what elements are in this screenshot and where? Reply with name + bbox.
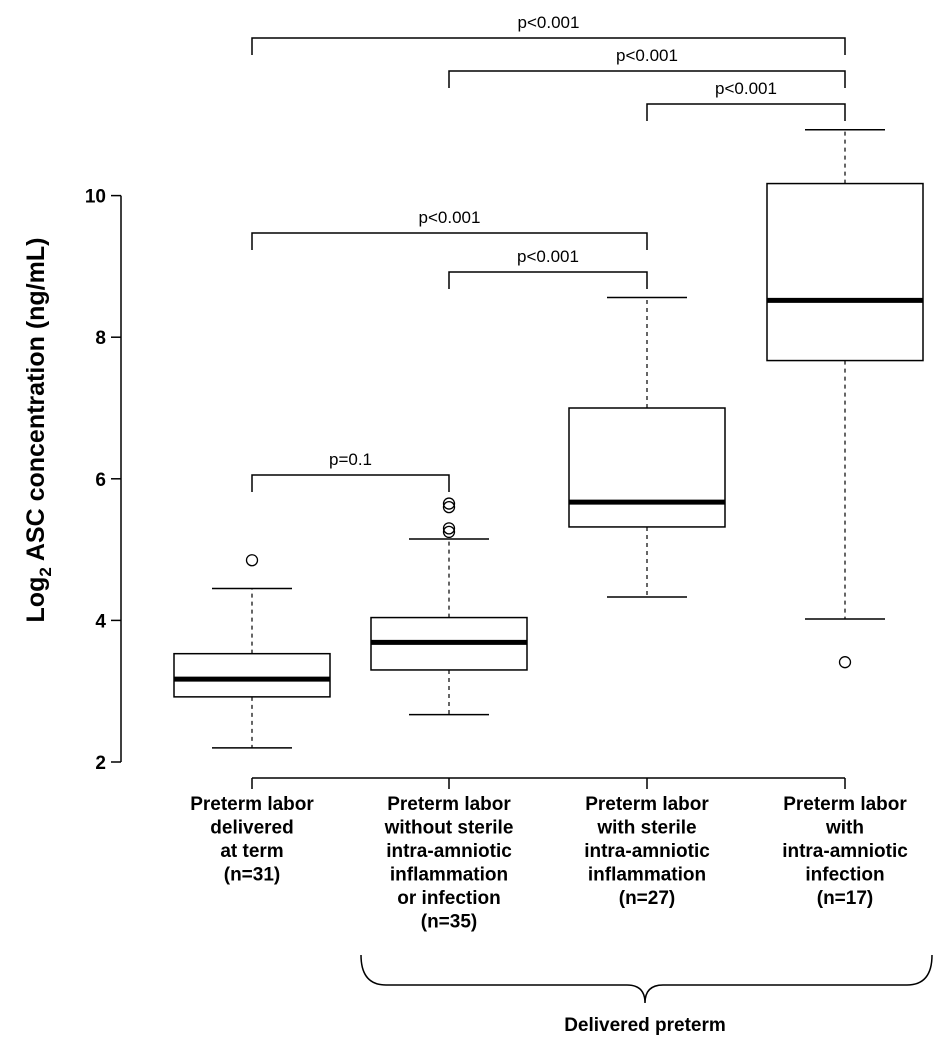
category-label-line: with sterile <box>596 818 696 839</box>
group-brace: Delivered preterm <box>360 954 933 1036</box>
category-label: Preterm labor without sterile intra-amniot… <box>384 794 514 933</box>
comparison-bracket: p=0.1 <box>251 450 450 492</box>
category-label-line: Preterm labor <box>387 794 511 815</box>
box-iqr <box>766 182 924 362</box>
bracket-line <box>251 232 648 250</box>
comparison-brackets: p<0.001 p<0.001 p<0.001 p<0.001 p<0.001 p=0.1 <box>251 13 846 492</box>
comparison-bracket: p<0.001 <box>251 208 648 250</box>
comparison-bracket: p<0.001 <box>448 46 846 88</box>
box-iqr <box>568 407 726 528</box>
group-brace-label: Delivered preterm <box>564 1015 726 1036</box>
p-value-label: p<0.001 <box>616 46 678 65</box>
box-3 <box>568 296 726 598</box>
y-axis-title: Log2 ASC concentration (ng/mL) <box>22 238 55 623</box>
y-tick-label: 2 <box>95 753 106 774</box>
category-label-line: (n=17) <box>817 888 874 909</box>
outlier-point <box>442 522 456 535</box>
category-label-line: Preterm labor <box>783 794 907 815</box>
p-value-label: p<0.001 <box>419 208 481 227</box>
y-tick-label: 4 <box>95 611 106 632</box>
box-1 <box>173 554 331 749</box>
category-label: Preterm labor with sterile intra-amniotic i… <box>584 794 710 909</box>
category-label-line: inflammation <box>390 865 508 886</box>
bracket-line <box>251 37 846 55</box>
category-label-line: (n=31) <box>224 865 281 886</box>
category-label-line: intra-amniotic <box>386 841 512 862</box>
category-label-line: delivered <box>210 818 293 839</box>
y-tick-label: 8 <box>95 328 106 349</box>
outlier-point <box>442 497 456 510</box>
outlier-point <box>442 525 456 539</box>
p-value-label: p=0.1 <box>329 450 372 469</box>
group-brace-line <box>360 954 933 1004</box>
p-value-label: p<0.001 <box>518 13 580 32</box>
category-label-line: Preterm labor <box>585 794 709 815</box>
bracket-line <box>448 271 648 289</box>
category-label-line: or infection <box>397 888 500 909</box>
bracket-line <box>251 474 450 492</box>
category-label: Preterm labor with intra-amniotic infection… <box>782 794 908 909</box>
comparison-bracket: p<0.001 <box>646 79 846 121</box>
category-label-line: intra-amniotic <box>584 841 710 862</box>
x-axis <box>251 777 846 789</box>
category-label-line: (n=35) <box>421 912 478 933</box>
boxes <box>173 129 924 749</box>
category-label-line: Preterm labor <box>190 794 314 815</box>
category-labels: Preterm labor delivered at term (n=31)Prete… <box>190 794 908 933</box>
category-label-line: inflammation <box>588 865 706 886</box>
bracket-line <box>448 70 846 88</box>
outlier-point <box>442 500 456 514</box>
box-iqr <box>173 652 331 698</box>
category-label: Preterm labor delivered at term (n=31) <box>190 794 314 886</box>
p-value-label: p<0.001 <box>715 79 777 98</box>
bracket-line <box>646 103 846 121</box>
category-label-line: infection <box>805 865 884 886</box>
y-tick-label: 6 <box>95 470 106 491</box>
outlier-point <box>838 656 852 669</box>
comparison-bracket: p<0.001 <box>448 247 648 289</box>
outlier-point <box>245 554 259 567</box>
p-value-label: p<0.001 <box>517 247 579 266</box>
comparison-bracket: p<0.001 <box>251 13 846 55</box>
box-4 <box>766 129 924 669</box>
category-label-line: intra-amniotic <box>782 841 908 862</box>
box-2 <box>370 497 528 716</box>
category-label-line: at term <box>220 841 283 862</box>
category-label-line: without sterile <box>384 818 514 839</box>
y-axis: 2 4 6 8 10 <box>85 187 122 774</box>
category-label-line: with <box>825 818 864 839</box>
category-label-line: (n=27) <box>619 888 676 909</box>
y-tick-label: 10 <box>85 187 106 208</box>
